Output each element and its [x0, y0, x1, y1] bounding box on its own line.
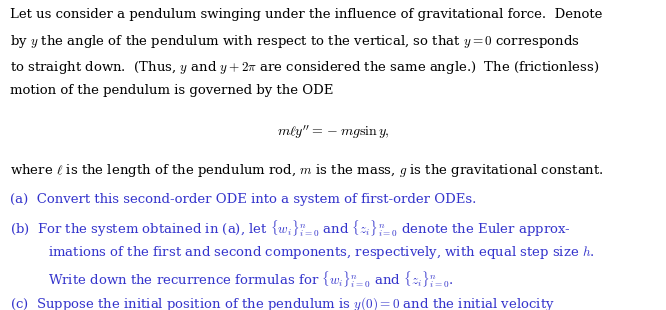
- Text: by $y$ the angle of the pendulum with respect to the vertical, so that $y=0$ cor: by $y$ the angle of the pendulum with re…: [10, 33, 579, 50]
- Text: (b)  For the system obtained in (a), let $\{w_i\}_{i=0}^n$ and $\{z_i\}_{i=0}^n$: (b) For the system obtained in (a), let …: [10, 219, 571, 240]
- Text: where $\ell$ is the length of the pendulum rod, $m$ is the mass, $g$ is the grav: where $\ell$ is the length of the pendul…: [10, 162, 604, 179]
- Text: $m\ell y'' = -mg\sin y,$: $m\ell y'' = -mg\sin y,$: [276, 123, 390, 141]
- Text: imations of the first and second components, respectively, with equal step size : imations of the first and second compone…: [48, 244, 595, 261]
- Text: Let us consider a pendulum swinging under the influence of gravitational force. : Let us consider a pendulum swinging unde…: [10, 8, 602, 21]
- Text: to straight down.  (Thus, $y$ and $y+2\pi$ are considered the same angle.)  The : to straight down. (Thus, $y$ and $y+2\pi…: [10, 59, 599, 76]
- Text: (c)  Suppose the initial position of the pendulum is $y(0)=0$ and the initial ve: (c) Suppose the initial position of the …: [10, 295, 555, 310]
- Text: motion of the pendulum is governed by the ODE: motion of the pendulum is governed by th…: [10, 84, 334, 97]
- Text: (a)  Convert this second-order ODE into a system of first-order ODEs.: (a) Convert this second-order ODE into a…: [10, 193, 476, 206]
- Text: Write down the recurrence formulas for $\{w_i\}_{i=0}^n$ and $\{z_i\}_{i=0}^n$.: Write down the recurrence formulas for $…: [48, 270, 454, 290]
